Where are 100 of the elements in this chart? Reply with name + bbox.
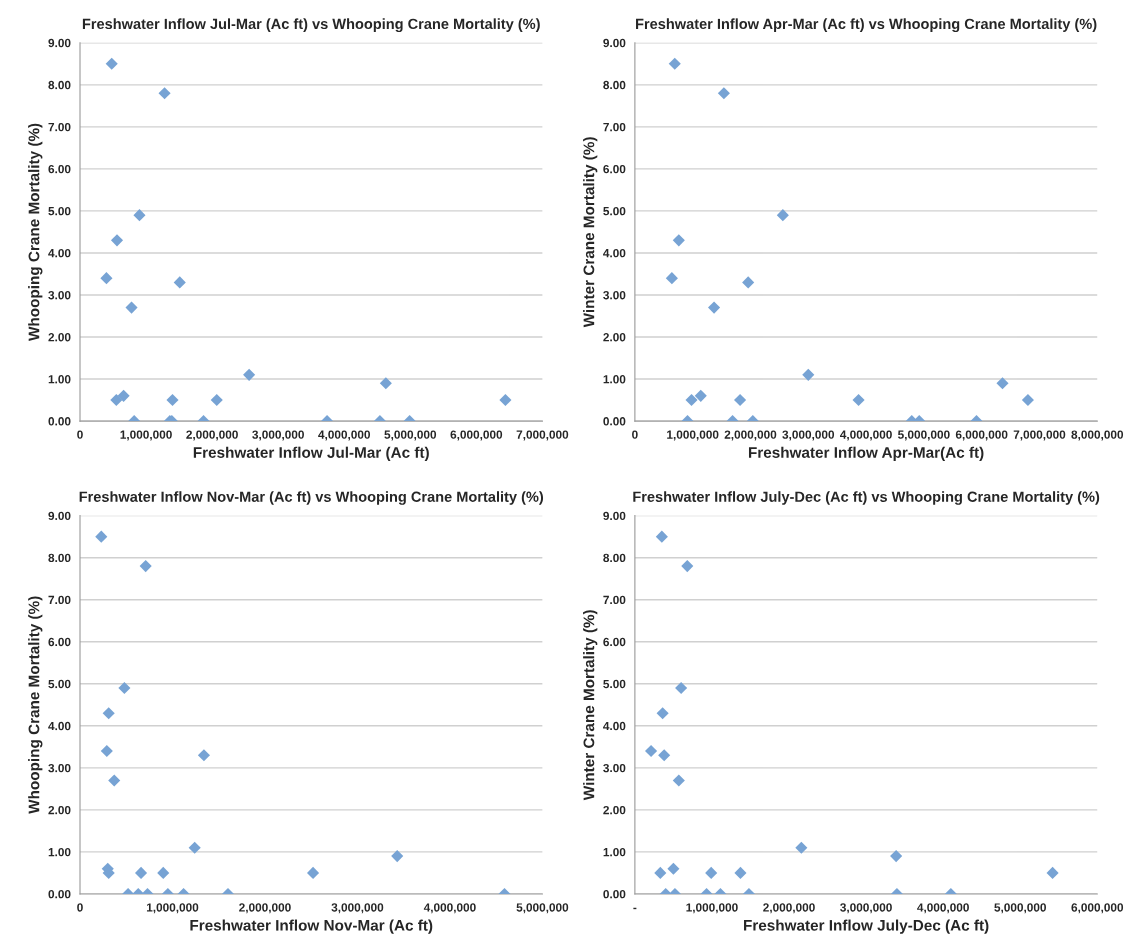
x-tick-label: 5,000,000 [994, 903, 1046, 914]
y-tick-label: 0.00 [48, 417, 71, 426]
chart-title: Freshwater Inflow Jul-Mar (Ac ft) vs Whooping Crane Mortality (%) [82, 18, 540, 32]
y-tick-label: 6.00 [603, 164, 626, 174]
point [157, 866, 170, 879]
x-tick-label: 1,000,000 [146, 903, 199, 914]
point [776, 209, 789, 222]
y-tick-label: 6.00 [48, 164, 71, 174]
x-tick-label: 7,000,000 [1013, 430, 1066, 441]
x-tick-label: 7,000,000 [516, 430, 569, 441]
y-tick-label: 5.00 [48, 206, 71, 216]
x-tick-label: 5,000,000 [384, 430, 437, 441]
y-tick-label: 8.00 [603, 553, 626, 563]
point [105, 57, 118, 70]
x-tick-label: 3,000,000 [782, 430, 835, 441]
point [108, 774, 121, 787]
point [379, 377, 392, 390]
point [795, 841, 808, 854]
point [996, 377, 1009, 390]
x-tick-label: 0 [632, 430, 638, 439]
point [802, 368, 815, 381]
point [125, 301, 138, 314]
point [645, 744, 658, 758]
y-tick-label: 4.00 [603, 248, 626, 258]
y-tick-label: 5.00 [48, 679, 71, 689]
point [1021, 394, 1034, 407]
point [499, 394, 512, 407]
point [672, 234, 685, 247]
x-tick-label: 2,000,000 [763, 903, 815, 914]
y-tick-label: 0.00 [603, 889, 626, 899]
x-tick-label: 6,000,000 [955, 430, 1008, 441]
point [110, 234, 124, 247]
x-tick-label: 1,000,000 [120, 430, 172, 441]
point [654, 866, 667, 879]
point [133, 209, 146, 222]
x-tick-label: 3,000,000 [331, 903, 384, 914]
y-tick-label: 7.00 [603, 595, 626, 605]
x-tick-label: 8,000,000 [1071, 430, 1124, 441]
y-tick-label: 4.00 [48, 248, 71, 258]
point [110, 394, 123, 407]
y-tick-label: 9.00 [603, 38, 626, 48]
y-tick-label: 0.00 [603, 417, 626, 426]
y-tick-label: 1.00 [48, 375, 71, 384]
point [117, 389, 130, 402]
point [742, 276, 755, 289]
point [734, 394, 747, 407]
point [166, 394, 179, 407]
point [197, 749, 210, 762]
point [118, 681, 131, 695]
y-tick-label: 1.00 [603, 847, 626, 857]
y-tick-label: 5.00 [603, 679, 626, 689]
chart-title: Freshwater Inflow July-Dec (Ac ft) vs Whooping Crane Mortality (%) [633, 491, 1100, 505]
point [100, 744, 113, 758]
y-tick-label: 8.00 [48, 553, 71, 563]
x-tick-label: 5,000,000 [516, 903, 569, 914]
y-tick-label: 4.00 [603, 721, 626, 731]
y-tick-label: 2.00 [48, 333, 71, 342]
chart-title: Freshwater Inflow Nov-Mar (Ac ft) vs Whooping Crane Mortality (%) [79, 491, 544, 505]
x-tick-label: 3,000,000 [840, 903, 892, 914]
point [667, 862, 680, 875]
x-tick-label: 1,000,000 [667, 430, 719, 441]
point [717, 87, 730, 100]
point [890, 850, 903, 863]
point [852, 394, 865, 407]
x-tick-label: 5,000,000 [897, 430, 950, 441]
point [1046, 866, 1059, 879]
point [708, 301, 721, 314]
point [100, 272, 113, 285]
point [173, 276, 186, 289]
x-axis-title: Freshwater Inflow July-Dec (Ac ft) [744, 919, 989, 934]
point [102, 707, 115, 720]
point [243, 368, 256, 381]
point [210, 394, 223, 407]
y-tick-label: 3.00 [603, 291, 626, 300]
y-tick-label: 9.00 [48, 511, 71, 521]
x-tick-label: 0 [77, 430, 83, 439]
y-tick-label: 2.00 [48, 805, 71, 815]
point [668, 57, 681, 70]
x-tick-label: 4,000,000 [840, 430, 892, 441]
y-tick-label: 5.00 [603, 206, 626, 216]
y-tick-label: 0.00 [48, 889, 71, 899]
point [672, 774, 685, 787]
x-axis-title: Freshwater Inflow Nov-Mar (Ac ft) [190, 919, 433, 934]
x-tick-label: 2,000,000 [186, 430, 238, 441]
x-axis-title: Freshwater Inflow Apr-Mar(Ac ft) [748, 446, 984, 461]
point [675, 681, 688, 695]
y-tick-label: 7.00 [48, 122, 71, 132]
y-tick-label: 1.00 [48, 847, 71, 857]
point [685, 394, 698, 407]
point [139, 560, 152, 573]
point [734, 866, 747, 879]
x-tick-label: 0 [77, 903, 83, 912]
y-axis-title: Whooping Crane Mortality (%) [28, 596, 43, 814]
y-tick-label: 2.00 [603, 805, 626, 815]
y-axis-title: Winter Crane Mortality (%) [583, 610, 598, 801]
chart-title: Freshwater Inflow Apr-Mar (Ac ft) vs Whooping Crane Mortality (%) [636, 18, 1097, 32]
y-tick-label: 7.00 [48, 595, 71, 605]
y-tick-label: 1.00 [603, 375, 626, 384]
point [95, 530, 108, 543]
x-tick-label: 2,000,000 [724, 430, 777, 441]
